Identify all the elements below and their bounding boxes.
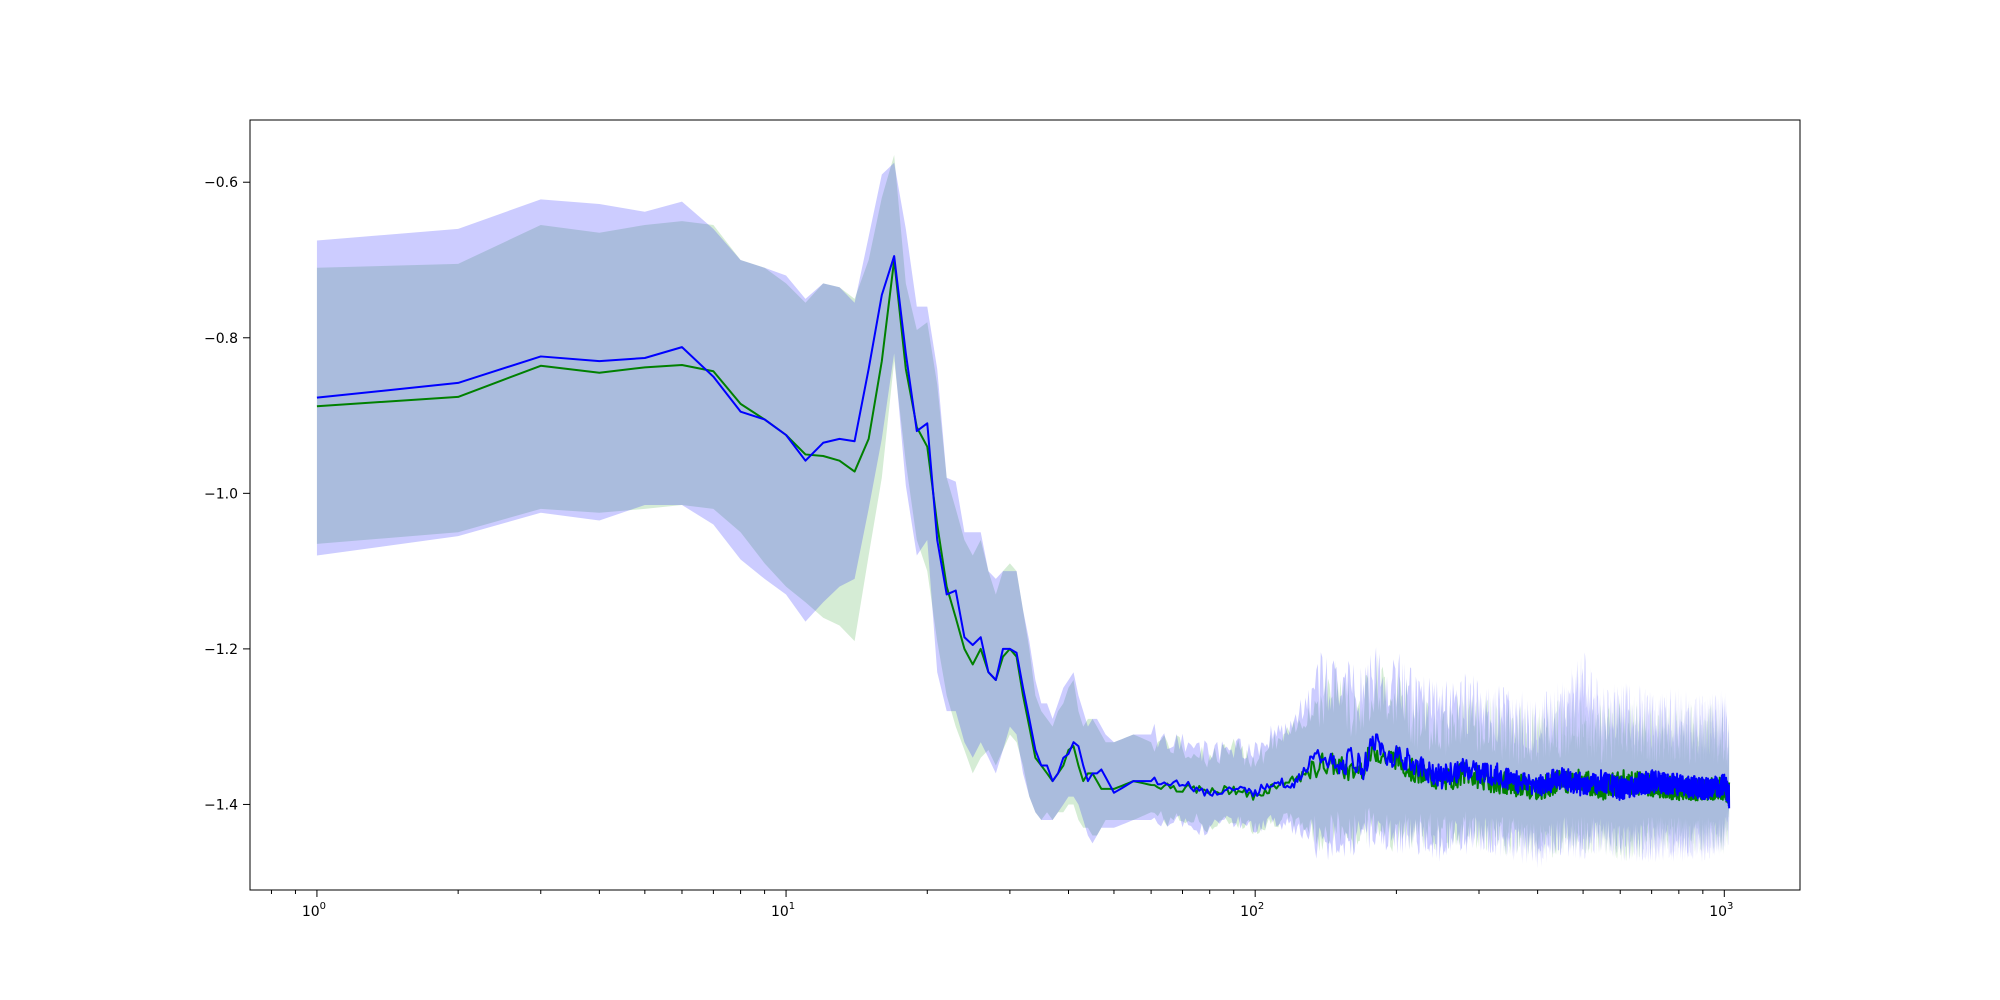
y-axis: −0.6 −0.8 −1.0 −1.2 −1.4 xyxy=(204,175,250,813)
x-tick-base: 10 xyxy=(771,904,789,920)
x-tick-label: 100 xyxy=(302,901,326,920)
x-axis: 100 101 102 103 xyxy=(270,890,1733,920)
confidence-bands xyxy=(316,155,1730,869)
x-tick-base: 10 xyxy=(1709,904,1727,920)
confidence-band-1 xyxy=(316,155,1730,863)
x-tick-exponent: 1 xyxy=(789,901,795,912)
x-tick-label: 103 xyxy=(1709,901,1733,920)
x-tick-label: 102 xyxy=(1240,901,1264,920)
x-tick-base: 10 xyxy=(1240,904,1258,920)
x-tick-exponent: 2 xyxy=(1258,901,1264,912)
series-line-2 xyxy=(316,255,1731,809)
x-tick-label: 101 xyxy=(771,901,795,920)
plot-frame xyxy=(249,119,1801,891)
y-tick-label: −1.0 xyxy=(204,486,238,502)
x-tick-exponent: 0 xyxy=(320,901,326,912)
x-tick-exponent: 3 xyxy=(1727,901,1733,912)
series-lines xyxy=(316,255,1731,809)
y-tick-label: −1.2 xyxy=(204,642,238,658)
confidence-band-2 xyxy=(316,162,1730,869)
x-tick-base: 10 xyxy=(302,904,320,920)
y-tick-label: −0.8 xyxy=(204,331,238,347)
y-tick-label: −1.4 xyxy=(204,797,238,813)
y-tick-label: −0.6 xyxy=(204,175,238,191)
